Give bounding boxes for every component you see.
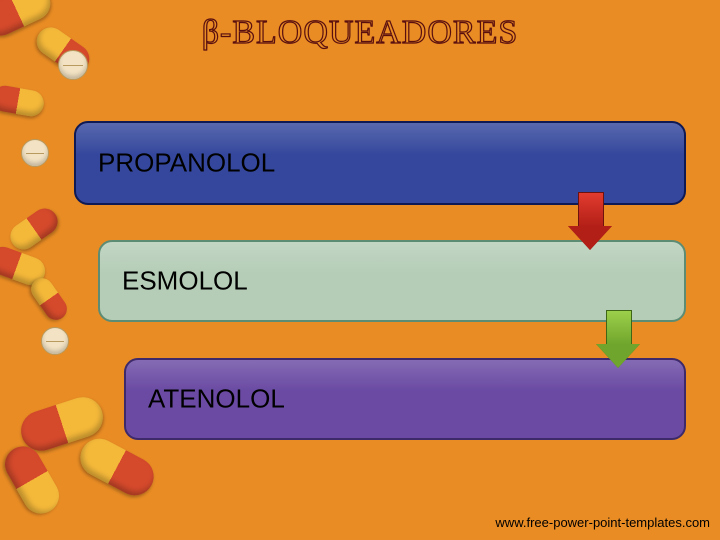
pill-decoration xyxy=(5,203,63,254)
drug-label: PROPANOLOL xyxy=(98,148,275,179)
footer-credit: www.free-power-point-templates.com xyxy=(495,515,710,530)
tablet-decoration xyxy=(58,50,88,80)
drug-label: ATENOLOL xyxy=(148,384,285,415)
slide-root: β-BLOQUEADORES PROPANOLOL ESMOLOL ATENOLOL w… xyxy=(0,0,720,540)
flow-arrow-1 xyxy=(596,310,640,368)
drug-panel-2: ATENOLOL xyxy=(124,358,686,440)
tablet-decoration xyxy=(41,327,69,355)
pill-decoration xyxy=(0,440,66,520)
pill-decoration xyxy=(27,274,71,324)
slide-title: β-BLOQUEADORES xyxy=(0,14,720,52)
drug-label: ESMOLOL xyxy=(122,266,248,297)
tablet-decoration xyxy=(21,139,49,167)
flow-arrow-0 xyxy=(568,192,612,250)
pill-decoration xyxy=(74,432,161,502)
pill-decoration xyxy=(0,84,46,119)
